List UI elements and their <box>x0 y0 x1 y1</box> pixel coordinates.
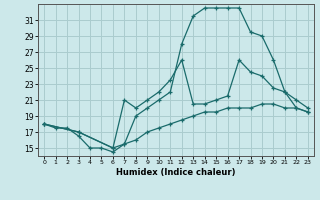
X-axis label: Humidex (Indice chaleur): Humidex (Indice chaleur) <box>116 168 236 177</box>
